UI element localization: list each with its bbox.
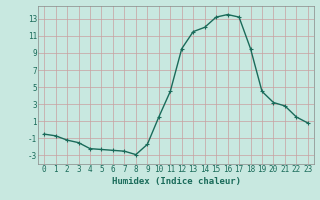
X-axis label: Humidex (Indice chaleur): Humidex (Indice chaleur) <box>111 177 241 186</box>
